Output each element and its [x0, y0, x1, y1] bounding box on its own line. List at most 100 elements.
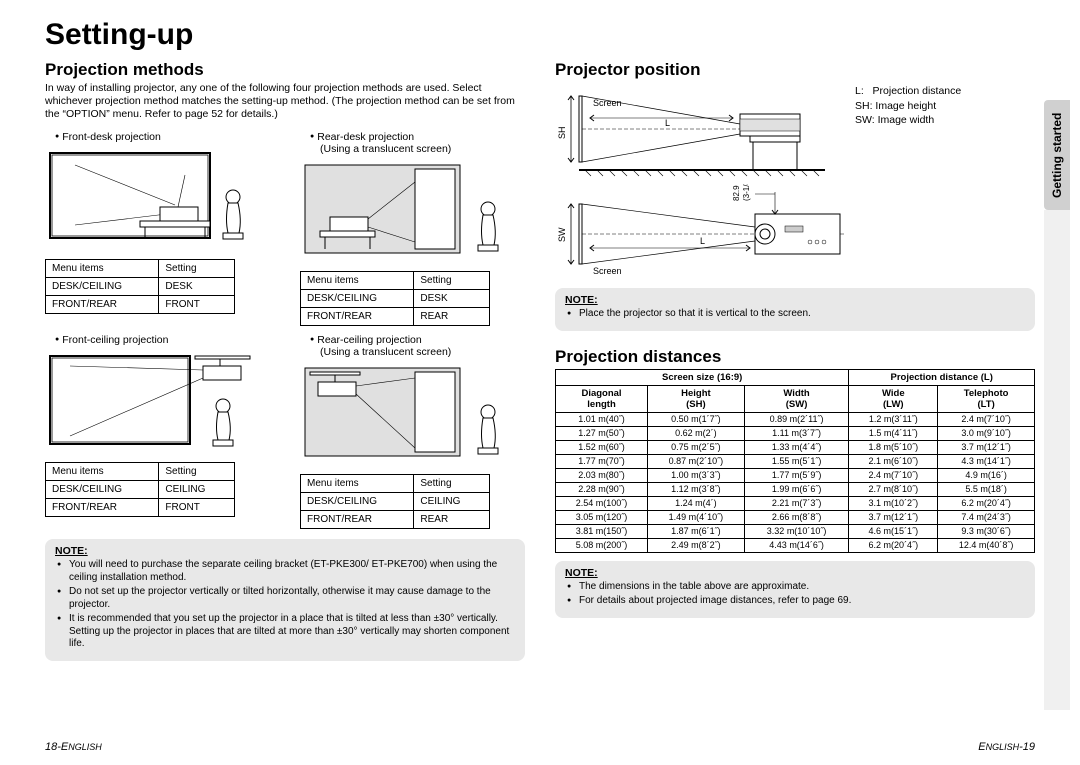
- note-item: Place the projector so that it is vertic…: [577, 308, 1025, 321]
- table-cell: 5.08 m(200˝): [556, 538, 648, 552]
- page-title: Setting-up: [45, 18, 1045, 52]
- table-cell: CEILING: [414, 493, 490, 511]
- table-cell: 4.9 m(16´): [938, 468, 1035, 482]
- table-cell: 1.77 m(5´9˝): [744, 468, 849, 482]
- table-cell: 2.54 m(100˝): [556, 496, 648, 510]
- table-cell: 3.1 m(10´2˝): [849, 496, 938, 510]
- table-cell: Menu items: [46, 463, 159, 481]
- table-cell: 2.03 m(80˝): [556, 468, 648, 482]
- table-cell: 2.28 m(90˝): [556, 482, 648, 496]
- table-cell: 1.2 m(3´11˝): [849, 412, 938, 426]
- footer-right: ENGLISH-19: [978, 741, 1035, 753]
- method-cell: Rear-ceiling projection(Using a transluc…: [300, 332, 525, 529]
- table-cell: DESK/CEILING: [46, 481, 159, 499]
- table-cell: 1.99 m(6´6˝): [744, 482, 849, 496]
- table-header: Telephoto(LT): [938, 385, 1035, 412]
- table-cell: FRONT: [159, 499, 235, 517]
- svg-text:Screen: Screen: [593, 98, 622, 108]
- table-cell: 0.89 m(2´11˝): [744, 412, 849, 426]
- table-cell: 1.33 m(4´4˝): [744, 440, 849, 454]
- note-item: You will need to purchase the separate c…: [67, 559, 515, 584]
- table-cell: DESK/CEILING: [46, 278, 159, 296]
- table-cell: 3.0 m(9´10˝): [938, 426, 1035, 440]
- table-cell: FRONT/REAR: [46, 499, 159, 517]
- method-cell: Front-desk projection Menu itemsSettingD…: [45, 129, 270, 326]
- table-cell: 4.43 m(14´6˝): [744, 538, 849, 552]
- table-cell: 3.05 m(120˝): [556, 510, 648, 524]
- table-cell: Setting: [414, 272, 490, 290]
- distances-note-box: NOTE: The dimensions in the table above …: [555, 561, 1035, 618]
- table-cell: 1.49 m(4´10˝): [648, 510, 745, 524]
- table-header: Diagonallength: [556, 385, 648, 412]
- table-header: Width(SW): [744, 385, 849, 412]
- method-cell: Rear-desk projection(Using a translucent…: [300, 129, 525, 326]
- table-cell: DESK/CEILING: [301, 290, 414, 308]
- table-cell: 12.4 m(40´8˝): [938, 538, 1035, 552]
- table-cell: 2.49 m(8´2˝): [648, 538, 745, 552]
- settings-table: Menu itemsSettingDESK/CEILINGDESKFRONT/R…: [45, 259, 235, 314]
- table-cell: 2.1 m(6´10˝): [849, 454, 938, 468]
- svg-text:L: L: [700, 236, 705, 246]
- table-cell: 4.3 m(14´1˝): [938, 454, 1035, 468]
- note-item: For details about projected image distan…: [577, 595, 1025, 608]
- table-cell: REAR: [414, 308, 490, 326]
- table-cell: 1.24 m(4´): [648, 496, 745, 510]
- table-cell: 3.7 m(12´1˝): [849, 510, 938, 524]
- settings-table: Menu itemsSettingDESK/CEILINGCEILINGFRON…: [300, 474, 490, 529]
- svg-text:82.9 mm: 82.9 mm: [732, 184, 741, 201]
- table-cell: 1.8 m(5´10˝): [849, 440, 938, 454]
- table-cell: 0.87 m(2´10˝): [648, 454, 745, 468]
- table-cell: 1.11 m(3´7˝): [744, 426, 849, 440]
- table-header: Height(SH): [648, 385, 745, 412]
- table-cell: 0.50 m(1´7˝): [648, 412, 745, 426]
- svg-text:(3-1/4˝): (3-1/4˝): [742, 184, 751, 201]
- table-cell: Setting: [414, 475, 490, 493]
- intro-text: In way of installing projector, any one …: [45, 82, 525, 121]
- table-cell: 0.75 m(2´5˝): [648, 440, 745, 454]
- table-cell: 1.87 m(6´1˝): [648, 524, 745, 538]
- distances-table: Screen size (16:9)Projection distance (L…: [555, 369, 1035, 553]
- method-label: Rear-desk projection(Using a translucent…: [310, 131, 525, 155]
- settings-table: Menu itemsSettingDESK/CEILINGCEILINGFRON…: [45, 462, 235, 517]
- table-cell: 9.3 m(30´6˝): [938, 524, 1035, 538]
- table-cell: 3.7 m(12´1˝): [938, 440, 1035, 454]
- table-cell: 1.00 m(3´3˝): [648, 468, 745, 482]
- table-cell: Menu items: [46, 260, 159, 278]
- table-cell: 1.01 m(40˝): [556, 412, 648, 426]
- projection-methods-heading: Projection methods: [45, 60, 525, 80]
- footer-left: 18-ENGLISH: [45, 741, 102, 753]
- method-diagram: [300, 360, 525, 472]
- projector-position-heading: Projector position: [555, 60, 1035, 80]
- table-cell: 2.21 m(7´3˝): [744, 496, 849, 510]
- table-cell: DESK: [414, 290, 490, 308]
- table-cell: 1.12 m(3´8˝): [648, 482, 745, 496]
- left-note-box: NOTE: You will need to purchase the sepa…: [45, 539, 525, 661]
- position-note-box: NOTE: Place the projector so that it is …: [555, 288, 1035, 331]
- svg-text:SH: SH: [557, 126, 567, 139]
- position-legend: L: Projection distance SH: Image height …: [855, 84, 961, 184]
- left-column: Projection methods In way of installing …: [45, 60, 525, 661]
- method-diagram: [45, 145, 270, 257]
- method-diagram: [45, 348, 270, 460]
- side-tab: Getting started: [1044, 100, 1070, 210]
- note-title: NOTE:: [55, 545, 515, 557]
- method-label: Front-desk projection: [55, 131, 270, 143]
- settings-table: Menu itemsSettingDESK/CEILINGDESKFRONT/R…: [300, 271, 490, 326]
- note-item: Do not set up the projector vertically o…: [67, 586, 515, 611]
- table-cell: 4.6 m(15´1˝): [849, 524, 938, 538]
- table-cell: Menu items: [301, 272, 414, 290]
- table-cell: 2.4 m(7´10˝): [938, 412, 1035, 426]
- side-tab-spacer: [1044, 210, 1070, 710]
- table-cell: Setting: [159, 260, 235, 278]
- table-cell: FRONT/REAR: [301, 308, 414, 326]
- method-cell: Front-ceiling projection Menu itemsSetti…: [45, 332, 270, 529]
- table-cell: 1.5 m(4´11˝): [849, 426, 938, 440]
- method-label: Front-ceiling projection: [55, 334, 270, 346]
- table-cell: 1.55 m(5´1˝): [744, 454, 849, 468]
- table-header: Projection distance (L): [849, 369, 1035, 385]
- table-cell: 1.77 m(70˝): [556, 454, 648, 468]
- table-cell: 5.5 m(18´): [938, 482, 1035, 496]
- table-cell: 2.7 m(8´10˝): [849, 482, 938, 496]
- table-cell: 2.4 m(7´10˝): [849, 468, 938, 482]
- table-cell: FRONT/REAR: [301, 511, 414, 529]
